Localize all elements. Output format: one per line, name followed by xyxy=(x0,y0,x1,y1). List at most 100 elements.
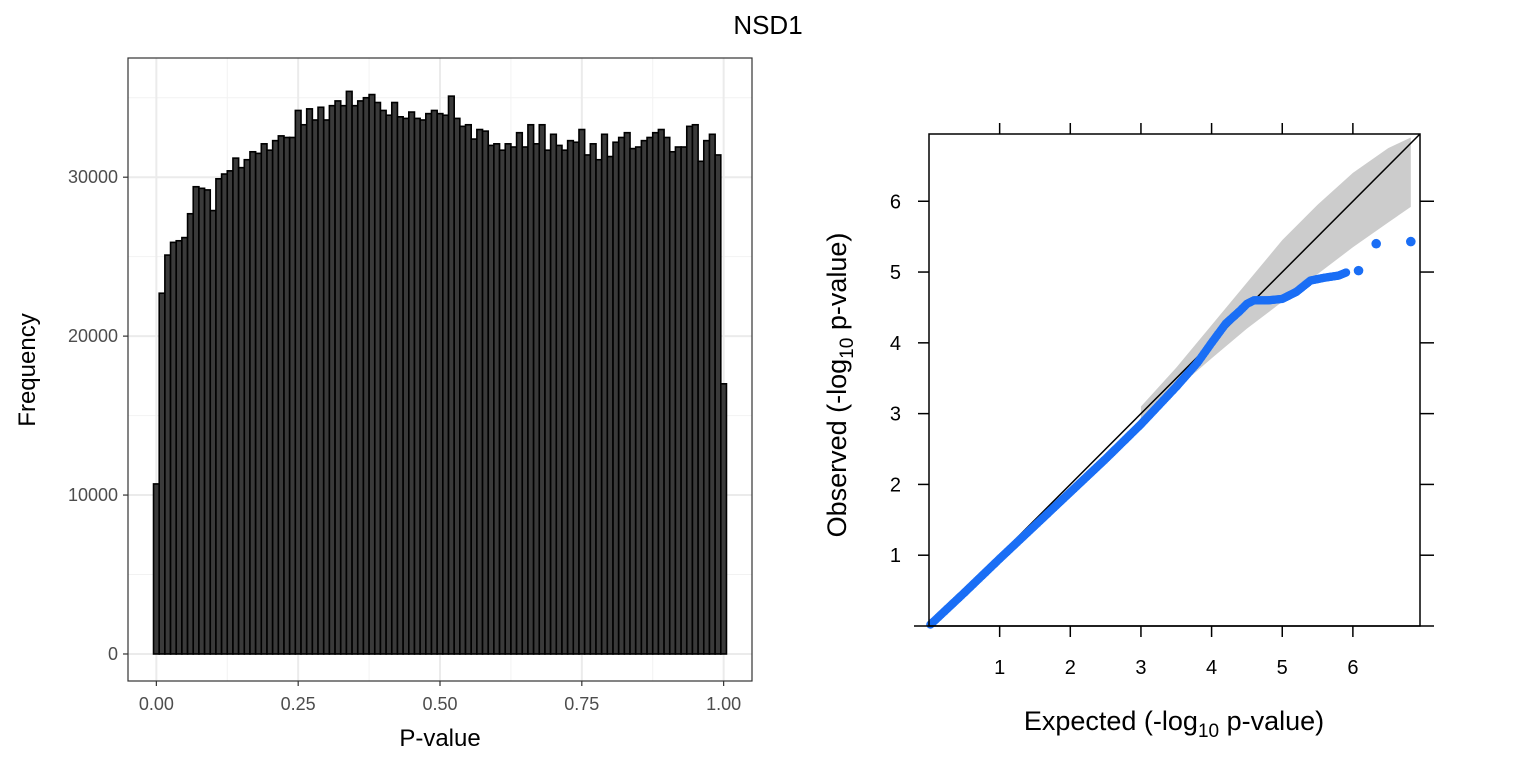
histogram-y-tick-label: 10000 xyxy=(68,485,118,505)
histogram-bars xyxy=(152,90,728,655)
histogram-bar xyxy=(237,166,246,655)
histogram-bar xyxy=(668,150,677,655)
histogram-bar xyxy=(203,189,212,655)
qq-y-tick-label: 5 xyxy=(890,262,901,284)
qq-y-title-main: Observed (-log xyxy=(822,359,852,538)
histogram-bar xyxy=(305,108,314,655)
histogram-bar xyxy=(266,149,274,655)
histogram-bar xyxy=(254,152,263,655)
histogram-bar xyxy=(243,158,251,655)
histogram-y-axis-title: Frequency xyxy=(14,313,41,426)
histogram-bar xyxy=(595,158,603,655)
histogram-bar xyxy=(651,131,660,655)
histogram-bar xyxy=(657,128,665,655)
histogram-bar xyxy=(464,123,473,655)
histogram-bar xyxy=(697,160,705,655)
qq-point xyxy=(1341,268,1351,277)
histogram-bar xyxy=(407,111,416,655)
histogram-bar xyxy=(510,146,518,655)
histogram-bar xyxy=(373,101,382,655)
histogram-bar xyxy=(708,133,716,655)
histogram-bar xyxy=(566,139,575,655)
histogram-bar xyxy=(277,135,285,655)
qq-points xyxy=(926,236,1416,629)
histogram-bar xyxy=(362,96,370,655)
histogram-bar xyxy=(629,147,637,655)
qq-point-tail xyxy=(1406,236,1416,247)
histogram-bar xyxy=(544,149,552,655)
figure-title: NSD1 xyxy=(733,10,802,40)
qq-y-tick-label: 1 xyxy=(890,545,901,567)
qq-x-tick-label: 5 xyxy=(1277,657,1288,679)
histogram-bar xyxy=(470,138,478,655)
histogram-bar xyxy=(527,123,535,655)
histogram-bar xyxy=(390,101,399,655)
histogram-bar xyxy=(351,104,359,655)
histogram-bar xyxy=(691,123,699,655)
histogram-bar xyxy=(232,157,240,655)
histogram-bar xyxy=(600,133,609,655)
qq-y-tick-label: 4 xyxy=(890,333,901,355)
histogram-y-tick-label: 20000 xyxy=(68,326,118,346)
histogram-bar xyxy=(674,146,682,655)
histogram-bar xyxy=(164,254,172,655)
qq-y-title-tail: p-value) xyxy=(822,233,852,338)
histogram-bar xyxy=(640,139,648,655)
qq-x-axis: 1 2 3 4 5 6 xyxy=(914,123,1434,679)
qq-y-tick-label: 3 xyxy=(890,404,901,426)
histogram-bar xyxy=(260,143,268,655)
histogram-bar xyxy=(459,125,467,655)
histogram-bar xyxy=(288,136,297,655)
histogram-x-tick-label: 0.25 xyxy=(281,694,316,714)
histogram-bar xyxy=(368,93,376,655)
qq-x-tick-label: 3 xyxy=(1135,657,1146,679)
histogram-bar xyxy=(215,177,223,655)
qq-x-title-tail: p-value) xyxy=(1219,706,1324,736)
histogram-bar xyxy=(192,185,200,655)
histogram-bar xyxy=(447,95,455,655)
histogram-bar xyxy=(646,136,654,655)
histogram-bar xyxy=(476,128,484,655)
histogram-bar xyxy=(311,119,319,655)
histogram-bar xyxy=(453,117,461,655)
histogram-bar xyxy=(169,241,178,655)
histogram-bar xyxy=(158,292,166,655)
histogram-x-axis-title: P-value xyxy=(399,725,480,752)
histogram-x-tick-label: 1.00 xyxy=(706,694,741,714)
histogram-bar xyxy=(617,136,626,655)
histogram-x-tick-label: 0.00 xyxy=(139,694,174,714)
qq-x-tick-label: 1 xyxy=(994,657,1005,679)
histogram-bar xyxy=(385,114,393,655)
histogram-bar xyxy=(498,149,507,655)
histogram-bar xyxy=(481,130,490,655)
qq-point-tail xyxy=(1353,265,1364,276)
qq-y-title-sub: 10 xyxy=(837,338,858,359)
histogram-bar xyxy=(549,133,558,655)
histogram-bar xyxy=(680,146,688,655)
histogram-bar xyxy=(317,106,325,655)
histogram-bar xyxy=(402,117,410,655)
histogram-bar xyxy=(623,131,631,655)
histogram-bar xyxy=(300,123,308,655)
qq-point-tail xyxy=(1371,238,1381,249)
histogram-bar xyxy=(702,139,711,655)
histogram-bar xyxy=(578,128,586,655)
histogram-bar xyxy=(328,104,336,655)
histogram-bar xyxy=(436,112,444,655)
histogram-x-axis: 0.00 0.25 0.50 0.75 1.00 xyxy=(139,681,741,714)
histogram-bar xyxy=(419,119,427,655)
qq-y-axis-title: Observed (-log10 p-value) xyxy=(822,233,858,538)
histogram-panel: 0.00 0.25 0.50 0.75 1.00 0 10000 20000 30000 P-… xyxy=(14,57,753,752)
histogram-bar xyxy=(442,114,450,655)
qq-x-tick-label: 2 xyxy=(1065,657,1076,679)
qq-y-tick-label: 2 xyxy=(890,474,901,496)
histogram-bar xyxy=(356,100,365,655)
histogram-bar xyxy=(186,212,195,655)
histogram-bar xyxy=(220,173,229,655)
qq-y-tick-label: 6 xyxy=(890,191,901,213)
histogram-bar xyxy=(345,90,353,655)
histogram-bar xyxy=(719,383,728,655)
histogram-bar xyxy=(175,239,183,655)
